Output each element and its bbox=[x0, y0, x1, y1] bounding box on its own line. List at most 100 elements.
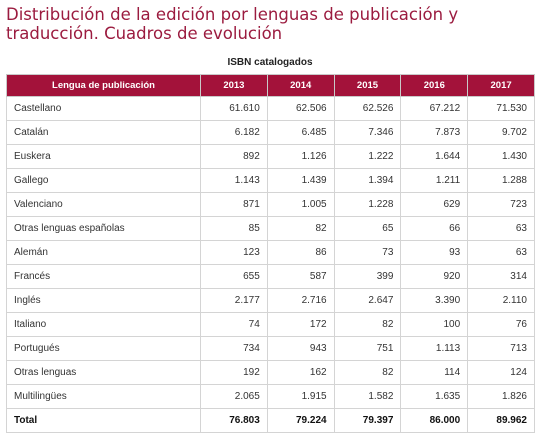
header-2014: 2014 bbox=[266, 74, 335, 97]
value-cell: 1.582 bbox=[333, 384, 402, 409]
value-cell: 63 bbox=[467, 240, 535, 265]
header-2016: 2016 bbox=[400, 74, 469, 97]
value-cell: 192 bbox=[200, 360, 268, 385]
header-row: Lengua de publicación 2013 2014 2015 201… bbox=[6, 74, 535, 97]
value-cell: 655 bbox=[200, 264, 268, 289]
table-row: Multilingües 2.065 1.915 1.582 1.635 1.826 bbox=[6, 384, 535, 409]
value-cell: 2.647 bbox=[333, 288, 402, 313]
table-row: Francés 655 587 399 920 314 bbox=[6, 264, 535, 289]
table-body: Castellano 61.610 62.506 62.526 67.212 71.530… bbox=[6, 96, 535, 433]
value-cell: 65 bbox=[333, 216, 402, 241]
value-cell: 399 bbox=[333, 264, 402, 289]
table-row: Castellano 61.610 62.506 62.526 67.212 71.530 bbox=[6, 96, 535, 121]
value-cell: 734 bbox=[200, 336, 268, 361]
value-cell: 1.826 bbox=[467, 384, 535, 409]
value-cell: 1.394 bbox=[333, 168, 402, 193]
header-2013: 2013 bbox=[200, 74, 268, 97]
header-language: Lengua de publicación bbox=[6, 74, 201, 97]
total-value-cell: 79.397 bbox=[333, 408, 402, 433]
language-cell: Alemán bbox=[6, 240, 201, 265]
value-cell: 723 bbox=[467, 192, 535, 217]
value-cell: 85 bbox=[200, 216, 268, 241]
table-row: Inglés 2.177 2.716 2.647 3.390 2.110 bbox=[6, 288, 535, 313]
value-cell: 587 bbox=[266, 264, 335, 289]
value-cell: 1.644 bbox=[400, 144, 469, 169]
isbn-table: Lengua de publicación 2013 2014 2015 201… bbox=[6, 74, 535, 433]
language-cell: Otras lenguas españolas bbox=[6, 216, 201, 241]
value-cell: 114 bbox=[400, 360, 469, 385]
value-cell: 1.288 bbox=[467, 168, 535, 193]
language-cell: Gallego bbox=[6, 168, 201, 193]
value-cell: 123 bbox=[200, 240, 268, 265]
value-cell: 62.526 bbox=[333, 96, 402, 121]
value-cell: 7.346 bbox=[333, 120, 402, 145]
value-cell: 943 bbox=[266, 336, 335, 361]
header-2015: 2015 bbox=[333, 74, 402, 97]
table-row: Catalán 6.182 6.485 7.346 7.873 9.702 bbox=[6, 120, 535, 145]
language-cell: Inglés bbox=[6, 288, 201, 313]
language-cell: Italiano bbox=[6, 312, 201, 337]
value-cell: 6.485 bbox=[266, 120, 335, 145]
value-cell: 66 bbox=[400, 216, 469, 241]
table-row: Italiano 74 172 82 100 76 bbox=[6, 312, 535, 337]
value-cell: 93 bbox=[400, 240, 469, 265]
language-cell: Castellano bbox=[6, 96, 201, 121]
value-cell: 1.439 bbox=[266, 168, 335, 193]
value-cell: 2.110 bbox=[467, 288, 535, 313]
value-cell: 61.610 bbox=[200, 96, 268, 121]
language-cell: Portugués bbox=[6, 336, 201, 361]
value-cell: 1.143 bbox=[200, 168, 268, 193]
table-row: Alemán 123 86 73 93 63 bbox=[6, 240, 535, 265]
value-cell: 82 bbox=[266, 216, 335, 241]
language-cell: Catalán bbox=[6, 120, 201, 145]
table-row: Otras lenguas españolas 85 82 65 66 63 bbox=[6, 216, 535, 241]
value-cell: 172 bbox=[266, 312, 335, 337]
value-cell: 1.635 bbox=[400, 384, 469, 409]
value-cell: 920 bbox=[400, 264, 469, 289]
value-cell: 1.915 bbox=[266, 384, 335, 409]
value-cell: 73 bbox=[333, 240, 402, 265]
page-title: Distribución de la edición por lenguas d… bbox=[6, 5, 459, 43]
language-cell: Valenciano bbox=[6, 192, 201, 217]
value-cell: 100 bbox=[400, 312, 469, 337]
value-cell: 162 bbox=[266, 360, 335, 385]
value-cell: 892 bbox=[200, 144, 268, 169]
value-cell: 1.211 bbox=[400, 168, 469, 193]
value-cell: 67.212 bbox=[400, 96, 469, 121]
value-cell: 871 bbox=[200, 192, 268, 217]
value-cell: 1.430 bbox=[467, 144, 535, 169]
value-cell: 82 bbox=[333, 360, 402, 385]
total-label: Total bbox=[6, 408, 201, 433]
value-cell: 1.228 bbox=[333, 192, 402, 217]
value-cell: 82 bbox=[333, 312, 402, 337]
value-cell: 2.065 bbox=[200, 384, 268, 409]
value-cell: 3.390 bbox=[400, 288, 469, 313]
value-cell: 314 bbox=[467, 264, 535, 289]
value-cell: 751 bbox=[333, 336, 402, 361]
value-cell: 629 bbox=[400, 192, 469, 217]
table-row: Otras lenguas 192 162 82 114 124 bbox=[6, 360, 535, 385]
table-caption: ISBN catalogados bbox=[227, 57, 313, 68]
total-value-cell: 89.962 bbox=[467, 408, 535, 433]
value-cell: 62.506 bbox=[266, 96, 335, 121]
table-row: Valenciano 871 1.005 1.228 629 723 bbox=[6, 192, 535, 217]
value-cell: 124 bbox=[467, 360, 535, 385]
value-cell: 86 bbox=[266, 240, 335, 265]
value-cell: 7.873 bbox=[400, 120, 469, 145]
total-value-cell: 79.224 bbox=[266, 408, 335, 433]
value-cell: 71.530 bbox=[467, 96, 535, 121]
table-header: Lengua de publicación 2013 2014 2015 201… bbox=[6, 74, 535, 97]
value-cell: 76 bbox=[467, 312, 535, 337]
table-row: Euskera 892 1.126 1.222 1.644 1.430 bbox=[6, 144, 535, 169]
value-cell: 1.222 bbox=[333, 144, 402, 169]
value-cell: 63 bbox=[467, 216, 535, 241]
value-cell: 1.113 bbox=[400, 336, 469, 361]
total-value-cell: 76.803 bbox=[200, 408, 268, 433]
value-cell: 9.702 bbox=[467, 120, 535, 145]
value-cell: 6.182 bbox=[200, 120, 268, 145]
language-cell: Multilingües bbox=[6, 384, 201, 409]
language-cell: Otras lenguas bbox=[6, 360, 201, 385]
header-2017: 2017 bbox=[467, 74, 535, 97]
table-row: Gallego 1.143 1.439 1.394 1.211 1.288 bbox=[6, 168, 535, 193]
value-cell: 74 bbox=[200, 312, 268, 337]
